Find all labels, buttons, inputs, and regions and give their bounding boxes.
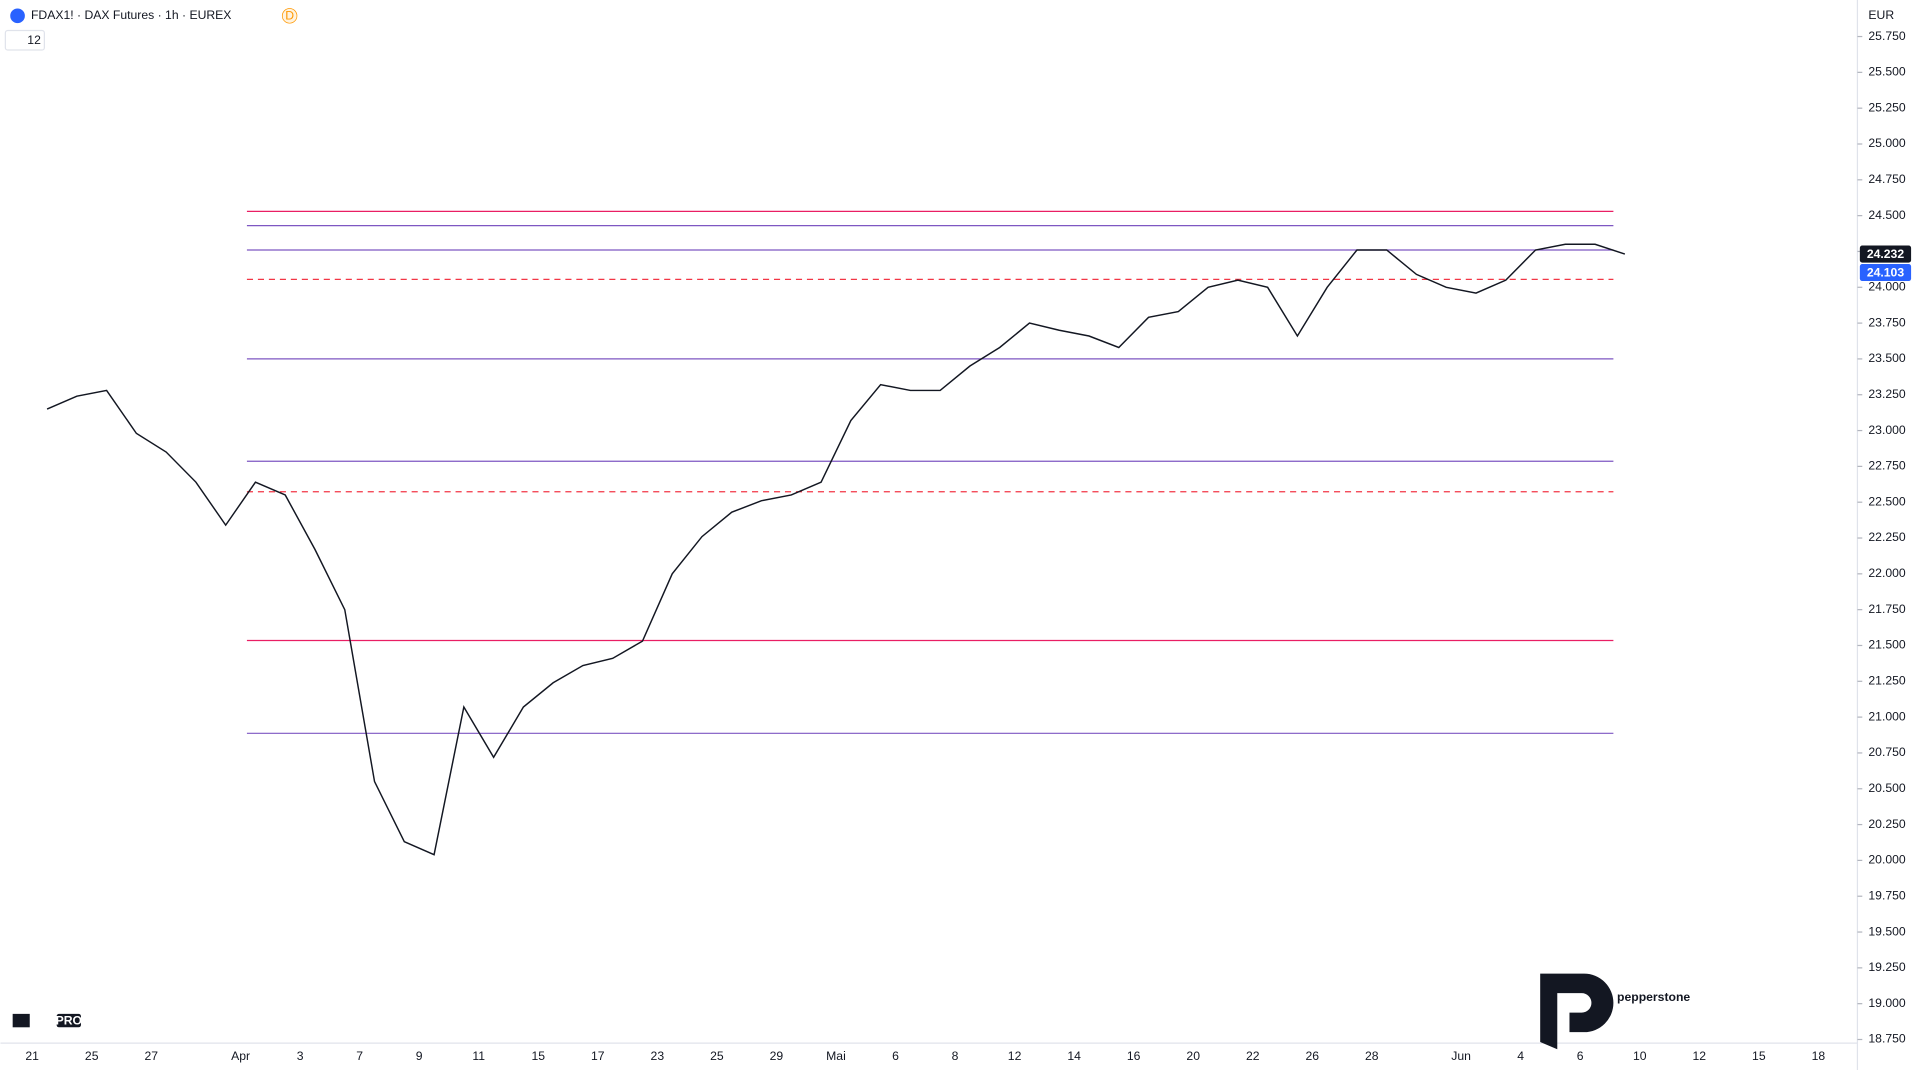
y-tick-label: 22.750 bbox=[1868, 459, 1905, 473]
y-tick-label: 20.250 bbox=[1868, 817, 1905, 831]
y-tick-label: 21.750 bbox=[1868, 602, 1905, 616]
exchange-badge: D bbox=[285, 9, 294, 23]
x-tick-label: 17 bbox=[591, 1049, 605, 1063]
y-tick-label: 20.500 bbox=[1868, 781, 1905, 795]
x-tick-label: 10 bbox=[1633, 1049, 1647, 1063]
y-tick-label: 22.250 bbox=[1868, 530, 1905, 544]
x-tick-label: 3 bbox=[297, 1049, 304, 1063]
x-tick-label: 28 bbox=[1365, 1049, 1379, 1063]
y-tick-label: 22.000 bbox=[1868, 566, 1905, 580]
x-tick-label: 29 bbox=[770, 1049, 784, 1063]
y-tick-label: 25.250 bbox=[1868, 100, 1905, 114]
tv-logo-badge bbox=[56, 1013, 81, 1028]
x-tick-label: 18 bbox=[1812, 1049, 1826, 1063]
line-price-tag bbox=[1859, 263, 1912, 282]
last-price-label: 24.232 bbox=[1867, 247, 1904, 261]
y-tick-label: 20.000 bbox=[1868, 853, 1905, 867]
y-tick-label: 25.750 bbox=[1868, 29, 1905, 43]
y-tick-label: 25.000 bbox=[1868, 136, 1905, 150]
y-tick-label: 19.000 bbox=[1868, 996, 1905, 1010]
x-tick-label: 7 bbox=[356, 1049, 363, 1063]
x-tick-label: Mai bbox=[826, 1049, 846, 1063]
x-tick-label: 9 bbox=[416, 1049, 423, 1063]
y-tick-label: 21.250 bbox=[1868, 674, 1905, 688]
line-price-label: 24.103 bbox=[1867, 265, 1904, 279]
y-tick-label: 24.000 bbox=[1868, 279, 1905, 293]
x-tick-label: 6 bbox=[892, 1049, 899, 1063]
x-tick-label: 25 bbox=[85, 1049, 99, 1063]
y-tick-label: 23.500 bbox=[1868, 351, 1905, 365]
y-tick-label: 19.500 bbox=[1868, 924, 1905, 938]
x-tick-label: 12 bbox=[1008, 1049, 1022, 1063]
x-tick-label: 26 bbox=[1306, 1049, 1320, 1063]
x-tick-label: 15 bbox=[1752, 1049, 1766, 1063]
tv-logo-text: PRO bbox=[56, 1013, 82, 1027]
y-tick-label: 23.250 bbox=[1868, 387, 1905, 401]
currency[interactable]: EUR bbox=[1868, 8, 1894, 22]
y-tick-label: 21.500 bbox=[1868, 638, 1905, 652]
x-tick-label: 20 bbox=[1186, 1049, 1200, 1063]
brand-name: pepperstone bbox=[1617, 990, 1690, 1004]
x-tick-label: Apr bbox=[231, 1049, 250, 1063]
y-tick-label: 21.000 bbox=[1868, 709, 1905, 723]
y-tick-label: 23.000 bbox=[1868, 423, 1905, 437]
indicator-count: 12 bbox=[27, 33, 41, 47]
x-tick-label: 27 bbox=[144, 1049, 158, 1063]
price-line bbox=[46, 243, 1626, 856]
brand-mark bbox=[1540, 973, 1614, 1050]
y-tick-label: 24.500 bbox=[1868, 208, 1905, 222]
y-tick-label: 20.750 bbox=[1868, 745, 1905, 759]
x-tick-label: 6 bbox=[1577, 1049, 1584, 1063]
chart-title[interactable]: FDAX1! · DAX Futures · 1h · EUREX bbox=[31, 8, 231, 22]
y-tick-label: 18.750 bbox=[1868, 1032, 1905, 1046]
x-tick-label: 11 bbox=[472, 1049, 485, 1063]
last-price-tag bbox=[1859, 245, 1912, 263]
x-tick-label: 25 bbox=[710, 1049, 724, 1063]
x-tick-label: 12 bbox=[1693, 1049, 1707, 1063]
tv-logo-mark bbox=[12, 1013, 30, 1028]
x-tick-label: 22 bbox=[1246, 1049, 1260, 1063]
symbol-icon bbox=[10, 8, 25, 24]
x-tick-label: 23 bbox=[651, 1049, 665, 1063]
y-tick-label: 24.750 bbox=[1868, 172, 1905, 186]
badge-circle bbox=[281, 8, 298, 24]
brand-logo: pepperstone bbox=[1540, 973, 1690, 1050]
y-tick-label: 19.250 bbox=[1868, 960, 1905, 974]
x-tick-label: 21 bbox=[25, 1049, 39, 1063]
x-tick-label: 4 bbox=[1517, 1049, 1524, 1063]
y-tick-label: 25.500 bbox=[1868, 65, 1905, 79]
y-tick-label: 22.500 bbox=[1868, 494, 1905, 508]
tv-logo: PRO bbox=[12, 1013, 82, 1028]
x-tick-label: 15 bbox=[531, 1049, 545, 1063]
x-tick-label: Jun bbox=[1451, 1049, 1471, 1063]
x-tick-label: 14 bbox=[1067, 1049, 1081, 1063]
y-tick-label: 23.750 bbox=[1868, 315, 1905, 329]
x-tick-label: 16 bbox=[1127, 1049, 1141, 1063]
y-tick-label: 19.750 bbox=[1868, 888, 1905, 902]
indicator-toggle[interactable] bbox=[4, 29, 45, 51]
x-tick-label: 8 bbox=[952, 1049, 959, 1063]
